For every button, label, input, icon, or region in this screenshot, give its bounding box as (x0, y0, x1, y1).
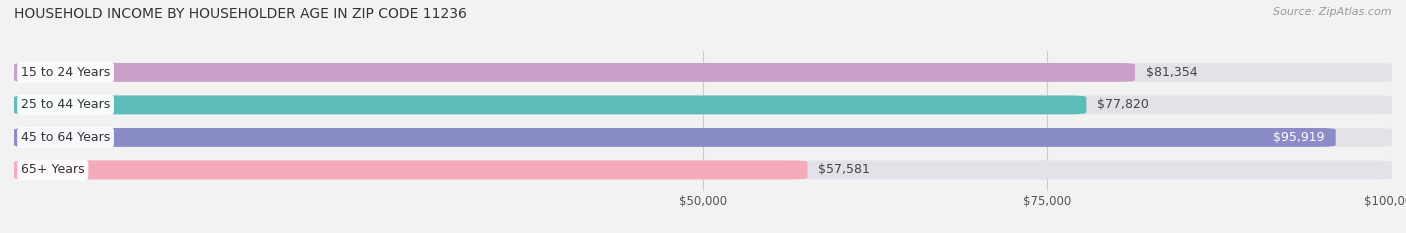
FancyBboxPatch shape (14, 96, 1087, 114)
FancyBboxPatch shape (14, 161, 1392, 179)
Text: HOUSEHOLD INCOME BY HOUSEHOLDER AGE IN ZIP CODE 11236: HOUSEHOLD INCOME BY HOUSEHOLDER AGE IN Z… (14, 7, 467, 21)
Text: $77,820: $77,820 (1097, 98, 1149, 111)
FancyBboxPatch shape (14, 96, 1392, 114)
Text: $57,581: $57,581 (818, 163, 870, 176)
Text: Source: ZipAtlas.com: Source: ZipAtlas.com (1274, 7, 1392, 17)
Text: 65+ Years: 65+ Years (21, 163, 84, 176)
Text: $95,919: $95,919 (1274, 131, 1324, 144)
Text: $81,354: $81,354 (1146, 66, 1198, 79)
Text: 25 to 44 Years: 25 to 44 Years (21, 98, 110, 111)
FancyBboxPatch shape (14, 128, 1392, 147)
Text: 45 to 64 Years: 45 to 64 Years (21, 131, 110, 144)
Text: 15 to 24 Years: 15 to 24 Years (21, 66, 110, 79)
FancyBboxPatch shape (14, 63, 1135, 82)
FancyBboxPatch shape (14, 63, 1392, 82)
FancyBboxPatch shape (14, 128, 1336, 147)
FancyBboxPatch shape (14, 161, 807, 179)
